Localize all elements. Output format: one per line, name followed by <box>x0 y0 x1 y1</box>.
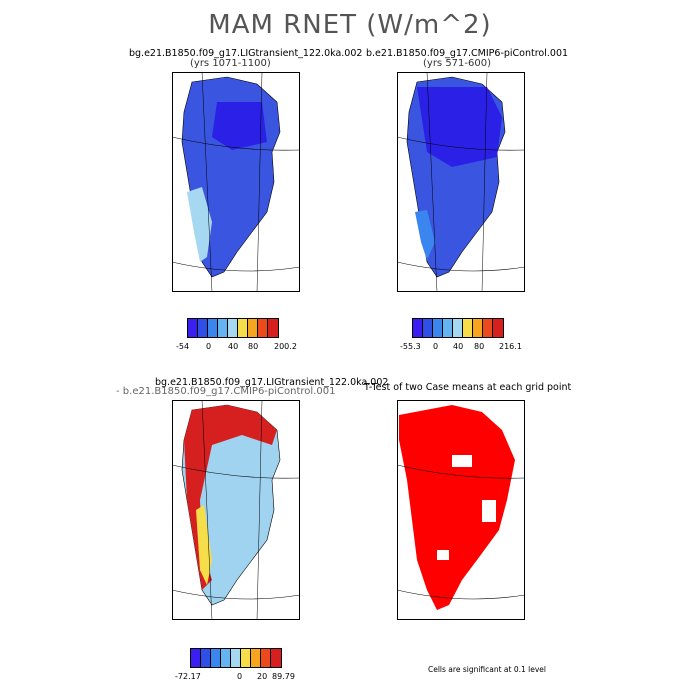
colorbar-3 <box>190 648 282 668</box>
colorbar-1-label: 0 <box>206 342 212 351</box>
colorbar-swatch <box>198 319 208 337</box>
colorbar-swatch <box>208 319 218 337</box>
colorbar-swatch <box>251 649 261 667</box>
panel-2-subtitle: (yrs 571-600) <box>423 58 492 69</box>
colorbar-swatch <box>271 649 281 667</box>
colorbar-swatch <box>188 319 198 337</box>
colorbar-swatch <box>211 649 221 667</box>
colorbar-3-label: -72.17 <box>175 672 201 681</box>
colorbar-2-label: 0 <box>433 342 439 351</box>
colorbar-1-label: 40 <box>228 342 239 351</box>
colorbar-swatch <box>463 319 473 337</box>
colorbar-swatch <box>218 319 228 337</box>
colorbar-swatch <box>261 649 271 667</box>
colorbar-swatch <box>231 649 241 667</box>
page-title: MAM RNET (W/m^2) <box>208 10 492 40</box>
colorbar-3-label: 20 <box>257 672 268 681</box>
panel-3-subtitle: - b.e21.B1850.f09_g17.CMIP6-piControl.00… <box>116 386 336 397</box>
colorbar-swatch <box>268 319 278 337</box>
panel-2-title: b.e21.B1850.f09_g17.CMIP6-piControl.001 <box>366 48 569 59</box>
colorbar-2-label: 216.1 <box>499 342 522 351</box>
colorbar-1-label: 200.2 <box>274 342 297 351</box>
colorbar-2-label: 80 <box>474 342 485 351</box>
colorbar-swatch <box>423 319 433 337</box>
colorbar-1 <box>187 318 279 338</box>
colorbar-swatch <box>433 319 443 337</box>
colorbar-swatch <box>453 319 463 337</box>
colorbar-swatch <box>221 649 231 667</box>
colorbar-1-label: -54 <box>176 342 190 351</box>
colorbar-2-label: 40 <box>453 342 464 351</box>
colorbar-swatch <box>228 319 238 337</box>
panel-1-title: bg.e21.B1850.f09_g17.LIGtransient_122.0k… <box>129 48 363 59</box>
colorbar-swatch <box>493 319 503 337</box>
colorbar-swatch <box>473 319 483 337</box>
panel-3-title: bg.e21.B1850.f09_g17.LIGtransient_122.0k… <box>155 377 389 388</box>
colorbar-swatch <box>483 319 493 337</box>
map-panel-1 <box>172 72 300 292</box>
colorbar-3-label: 0 <box>237 672 243 681</box>
map-panel-3 <box>172 400 300 620</box>
panel-1-subtitle: (yrs 1071-1100) <box>190 58 271 69</box>
colorbar-swatch <box>258 319 268 337</box>
colorbar-1-label: 80 <box>248 342 259 351</box>
colorbar-3-label: 89.79 <box>272 672 295 681</box>
colorbar-2-label: -55.3 <box>400 342 421 351</box>
colorbar-swatch <box>191 649 201 667</box>
colorbar-swatch <box>443 319 453 337</box>
colorbar-2 <box>412 318 504 338</box>
map-panel-2 <box>397 72 525 292</box>
significance-footnote: Cells are significant at 0.1 level <box>428 665 547 674</box>
colorbar-swatch <box>248 319 258 337</box>
colorbar-swatch <box>201 649 211 667</box>
panel-4-title: T-Test of two Case means at each grid po… <box>364 382 572 393</box>
significance-field <box>399 405 515 610</box>
colorbar-swatch <box>238 319 248 337</box>
map-panel-4 <box>397 400 525 620</box>
colorbar-swatch <box>413 319 423 337</box>
colorbar-swatch <box>241 649 251 667</box>
